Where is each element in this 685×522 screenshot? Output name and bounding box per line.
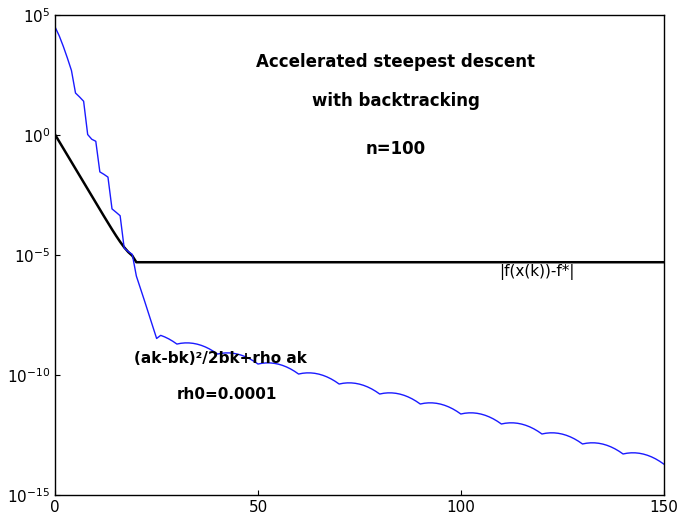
Text: rh0=0.0001: rh0=0.0001: [177, 387, 277, 402]
Text: (ak-bk)²/2bk+rho ak: (ak-bk)²/2bk+rho ak: [134, 351, 307, 366]
Text: n=100: n=100: [366, 140, 426, 158]
Text: with backtracking: with backtracking: [312, 92, 480, 110]
Text: |f(x(k))-f*|: |f(x(k))-f*|: [499, 264, 575, 280]
Text: Accelerated steepest descent: Accelerated steepest descent: [256, 53, 536, 71]
